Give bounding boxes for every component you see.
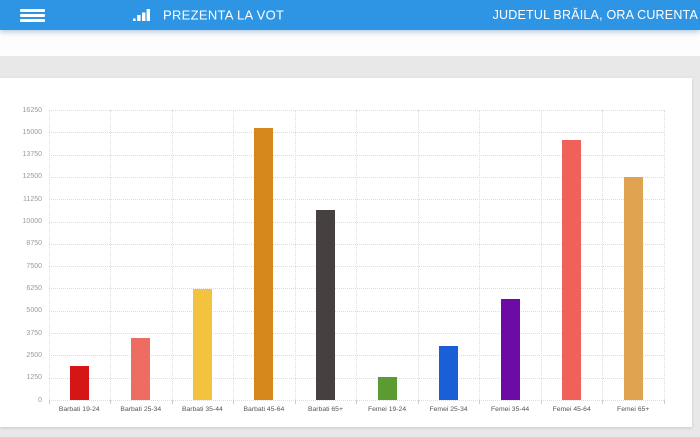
x-axis-category-label: Barbati 19-24: [58, 406, 100, 413]
bar-barbati-35-44[interactable]: [192, 289, 212, 400]
y-axis-tick-label: 16250: [22, 106, 42, 114]
bar-chart-icon: [133, 9, 150, 21]
bar-barbati-19-24[interactable]: [69, 366, 89, 400]
hamburger-menu-icon[interactable]: [20, 9, 45, 22]
x-axis-category-label: Femei 35-44: [491, 406, 530, 413]
x-axis-category-label: Barbati 25-34: [120, 406, 162, 413]
y-axis-tick-label: 0: [38, 396, 42, 404]
y-axis-tick-label: 3750: [26, 329, 42, 337]
bar-femei-35-44[interactable]: [500, 299, 520, 400]
x-gridline: [110, 110, 112, 400]
y-axis-tick-label: 1250: [26, 374, 42, 382]
county-time-label: JUDETUL BRĂILA, ORA CURENTA: [492, 8, 698, 22]
y-axis-tick-label: 2500: [26, 351, 42, 359]
y-axis-tick-label: 5000: [26, 307, 42, 315]
x-axis-tick: [540, 400, 542, 404]
bar-barbati-25-34[interactable]: [131, 338, 151, 400]
x-axis-tick: [664, 400, 665, 404]
x-axis-category-label: Barbati 35-44: [181, 406, 223, 413]
x-axis-category-label: Femei 45-64: [552, 406, 591, 413]
y-axis-tick-label: 11250: [23, 195, 42, 203]
x-gridline: [356, 110, 358, 400]
x-axis-tick: [171, 400, 173, 404]
y-axis-tick-label: 8750: [26, 240, 42, 248]
x-gridline: [48, 110, 50, 400]
bar-barbati-45-64[interactable]: [254, 127, 274, 400]
x-gridline: [602, 110, 604, 400]
y-axis-tick-label: 12500: [22, 173, 42, 181]
x-axis-category-label: Femei 65+: [617, 406, 650, 413]
y-axis-tick-label: 13750: [22, 151, 42, 159]
x-gridline: [294, 110, 296, 400]
y-axis-tick-label: 10000: [22, 218, 42, 226]
bar-femei-65-[interactable]: [623, 176, 643, 400]
app-header: PREZENTA LA VOT JUDETUL BRĂILA, ORA CURE…: [0, 0, 700, 30]
y-axis-tick-label: 7500: [26, 262, 42, 270]
x-gridline: [479, 110, 481, 400]
x-gridline: [664, 110, 665, 400]
x-axis-tick: [233, 400, 235, 404]
bar-barbati-65-[interactable]: [315, 209, 335, 400]
x-axis-tick: [356, 400, 358, 404]
x-axis-tick: [110, 400, 112, 404]
y-axis-tick-label: 15000: [22, 128, 42, 136]
x-axis-category-label: Barbati 65+: [307, 406, 343, 413]
bar-femei-19-24[interactable]: [377, 376, 397, 400]
x-axis-category-label: Femei 25-34: [429, 406, 468, 413]
x-axis-tick: [602, 400, 604, 404]
y-axis-tick-label: 6250: [26, 284, 42, 292]
x-axis-tick: [294, 400, 296, 404]
x-axis-category-label: Barbati 45-64: [243, 406, 285, 413]
x-gridline: [171, 110, 173, 400]
x-axis-tick: [48, 400, 50, 404]
subheader-strip: [0, 30, 700, 56]
x-gridline: [540, 110, 542, 400]
x-axis-category-label: Femei 19-24: [367, 406, 407, 413]
x-axis-tick: [479, 400, 481, 404]
x-gridline: [417, 110, 419, 400]
bar-femei-25-34[interactable]: [439, 346, 459, 400]
x-gridline: [233, 110, 235, 400]
bar-femei-45-64[interactable]: [562, 140, 582, 400]
chart-panel: 0 1250 2500 3750 5000 6250 7500 8750 10000 11250 1…: [0, 78, 692, 427]
page-title: PREZENTA LA VOT: [163, 7, 285, 23]
x-axis-tick: [417, 400, 419, 404]
